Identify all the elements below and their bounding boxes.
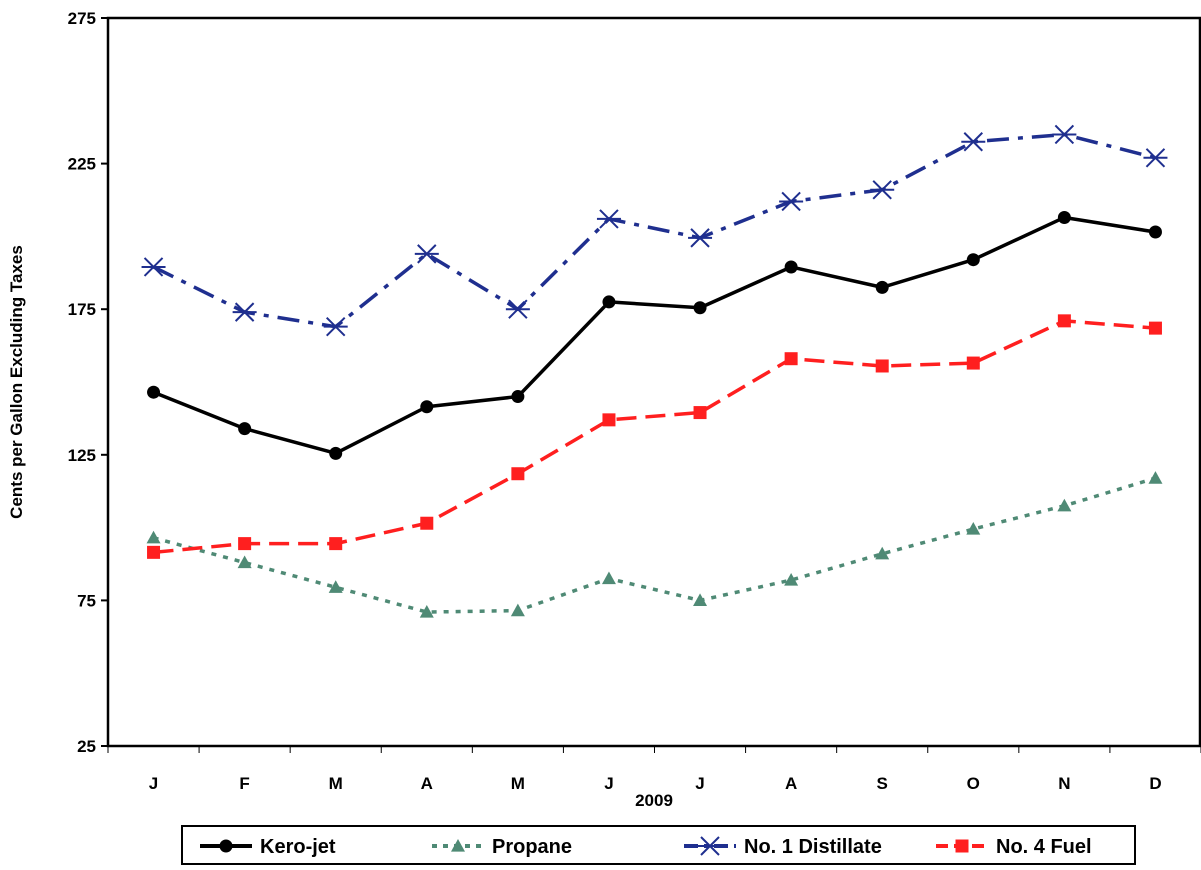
- data-point-propane: [966, 522, 981, 535]
- legend-label-propane: Propane: [492, 836, 572, 858]
- data-point-no-1-distillate: [323, 316, 348, 337]
- data-point-no-1-distillate: [961, 132, 986, 152]
- y-axis: 25 75 125 175 225 275: [68, 9, 108, 756]
- series-markers: [141, 124, 1168, 618]
- data-point-no-4-fuel: [238, 537, 252, 551]
- data-point-no-4-fuel: [147, 545, 161, 559]
- plot-frame: [106, 16, 1201, 748]
- legend-marker-propane: [451, 839, 465, 852]
- data-point-no-1-distillate: [141, 257, 166, 277]
- legend-marker-no-4-fuel: [955, 839, 969, 853]
- data-point-propane: [784, 573, 799, 586]
- y-tick-label: 75: [77, 591, 96, 610]
- data-point-kero-jet: [1148, 225, 1162, 239]
- data-point-propane: [419, 605, 434, 618]
- x-tick-label: D: [1149, 774, 1161, 793]
- y-tick-label: 25: [77, 737, 96, 756]
- data-point-no-1-distillate: [596, 209, 621, 229]
- data-point-no-1-distillate: [779, 191, 804, 212]
- legend-label-kero-jet: Kero-jet: [260, 836, 336, 858]
- data-point-kero-jet: [511, 390, 525, 404]
- data-point-propane: [693, 593, 708, 606]
- data-point-propane: [237, 555, 252, 569]
- data-point-kero-jet: [1057, 210, 1071, 224]
- data-point-propane: [601, 571, 616, 585]
- data-point-propane: [1057, 498, 1072, 512]
- x-tick-label: F: [239, 774, 249, 793]
- data-point-kero-jet: [966, 253, 980, 267]
- data-point-kero-jet: [784, 260, 798, 274]
- plot-area-border: [106, 16, 1201, 748]
- data-point-no-1-distillate: [505, 299, 530, 319]
- data-point-kero-jet: [238, 422, 252, 436]
- legend-label-no-4-fuel: No. 4 Fuel: [996, 836, 1092, 858]
- data-point-no-4-fuel: [1148, 321, 1162, 335]
- legend-label-no-1-distillate: No. 1 Distillate: [744, 836, 882, 858]
- legend-marker-no-1-distillate: [698, 836, 722, 856]
- legend: Kero-jet Propane No. 1 Distillate No. 4 Fue…: [181, 825, 1136, 865]
- data-point-no-4-fuel: [420, 516, 434, 530]
- x-tick-label: M: [329, 774, 343, 793]
- x-tick-label: J: [695, 774, 704, 793]
- data-point-no-4-fuel: [602, 413, 616, 427]
- y-tick-label: 275: [68, 9, 96, 28]
- data-point-no-4-fuel: [1057, 314, 1071, 328]
- series-line-no-4-fuel: [153, 319, 1156, 555]
- x-tick-label: N: [1058, 774, 1070, 793]
- data-point-kero-jet: [329, 446, 343, 460]
- data-point-kero-jet: [147, 385, 161, 399]
- x-tick-label: O: [967, 774, 980, 793]
- x-tick-label: S: [877, 774, 888, 793]
- data-point-kero-jet: [875, 280, 889, 294]
- data-point-no-4-fuel: [875, 359, 889, 373]
- y-tick-label: 125: [68, 446, 96, 465]
- data-point-propane: [146, 530, 161, 544]
- data-point-propane: [328, 580, 343, 593]
- data-point-propane: [1148, 471, 1163, 484]
- x-tick-label: J: [149, 774, 158, 793]
- x-tick-label: M: [511, 774, 525, 793]
- y-axis-label: Cents per Gallon Excluding Taxes: [7, 245, 26, 519]
- data-point-no-1-distillate: [232, 302, 257, 322]
- legend-marker-kero-jet: [219, 839, 233, 853]
- data-point-propane: [510, 603, 525, 617]
- y-tick-label: 175: [68, 300, 96, 319]
- data-point-no-1-distillate: [1143, 148, 1168, 168]
- series-line-no-1-distillate: [152, 132, 1156, 329]
- data-point-no-1-distillate: [414, 244, 439, 264]
- y-tick-label: 225: [68, 155, 96, 174]
- data-point-kero-jet: [693, 301, 707, 315]
- data-point-kero-jet: [420, 400, 434, 414]
- x-tick-label: J: [604, 774, 613, 793]
- data-point-no-4-fuel: [966, 356, 980, 370]
- data-point-no-1-distillate: [1052, 124, 1077, 145]
- data-point-propane: [875, 546, 890, 560]
- data-point-no-4-fuel: [329, 537, 343, 551]
- data-point-no-1-distillate: [870, 180, 895, 200]
- x-axis-label: 2009: [635, 791, 673, 810]
- x-tick-label: A: [785, 774, 797, 793]
- data-point-no-4-fuel: [693, 406, 707, 420]
- data-point-no-1-distillate: [688, 228, 713, 248]
- data-point-kero-jet: [602, 295, 616, 309]
- data-point-no-4-fuel: [511, 467, 525, 481]
- series-lines: [152, 132, 1156, 614]
- series-line-propane: [153, 476, 1156, 614]
- x-tick-label: A: [421, 774, 433, 793]
- data-point-no-4-fuel: [784, 352, 798, 366]
- series-line-kero-jet: [152, 215, 1156, 456]
